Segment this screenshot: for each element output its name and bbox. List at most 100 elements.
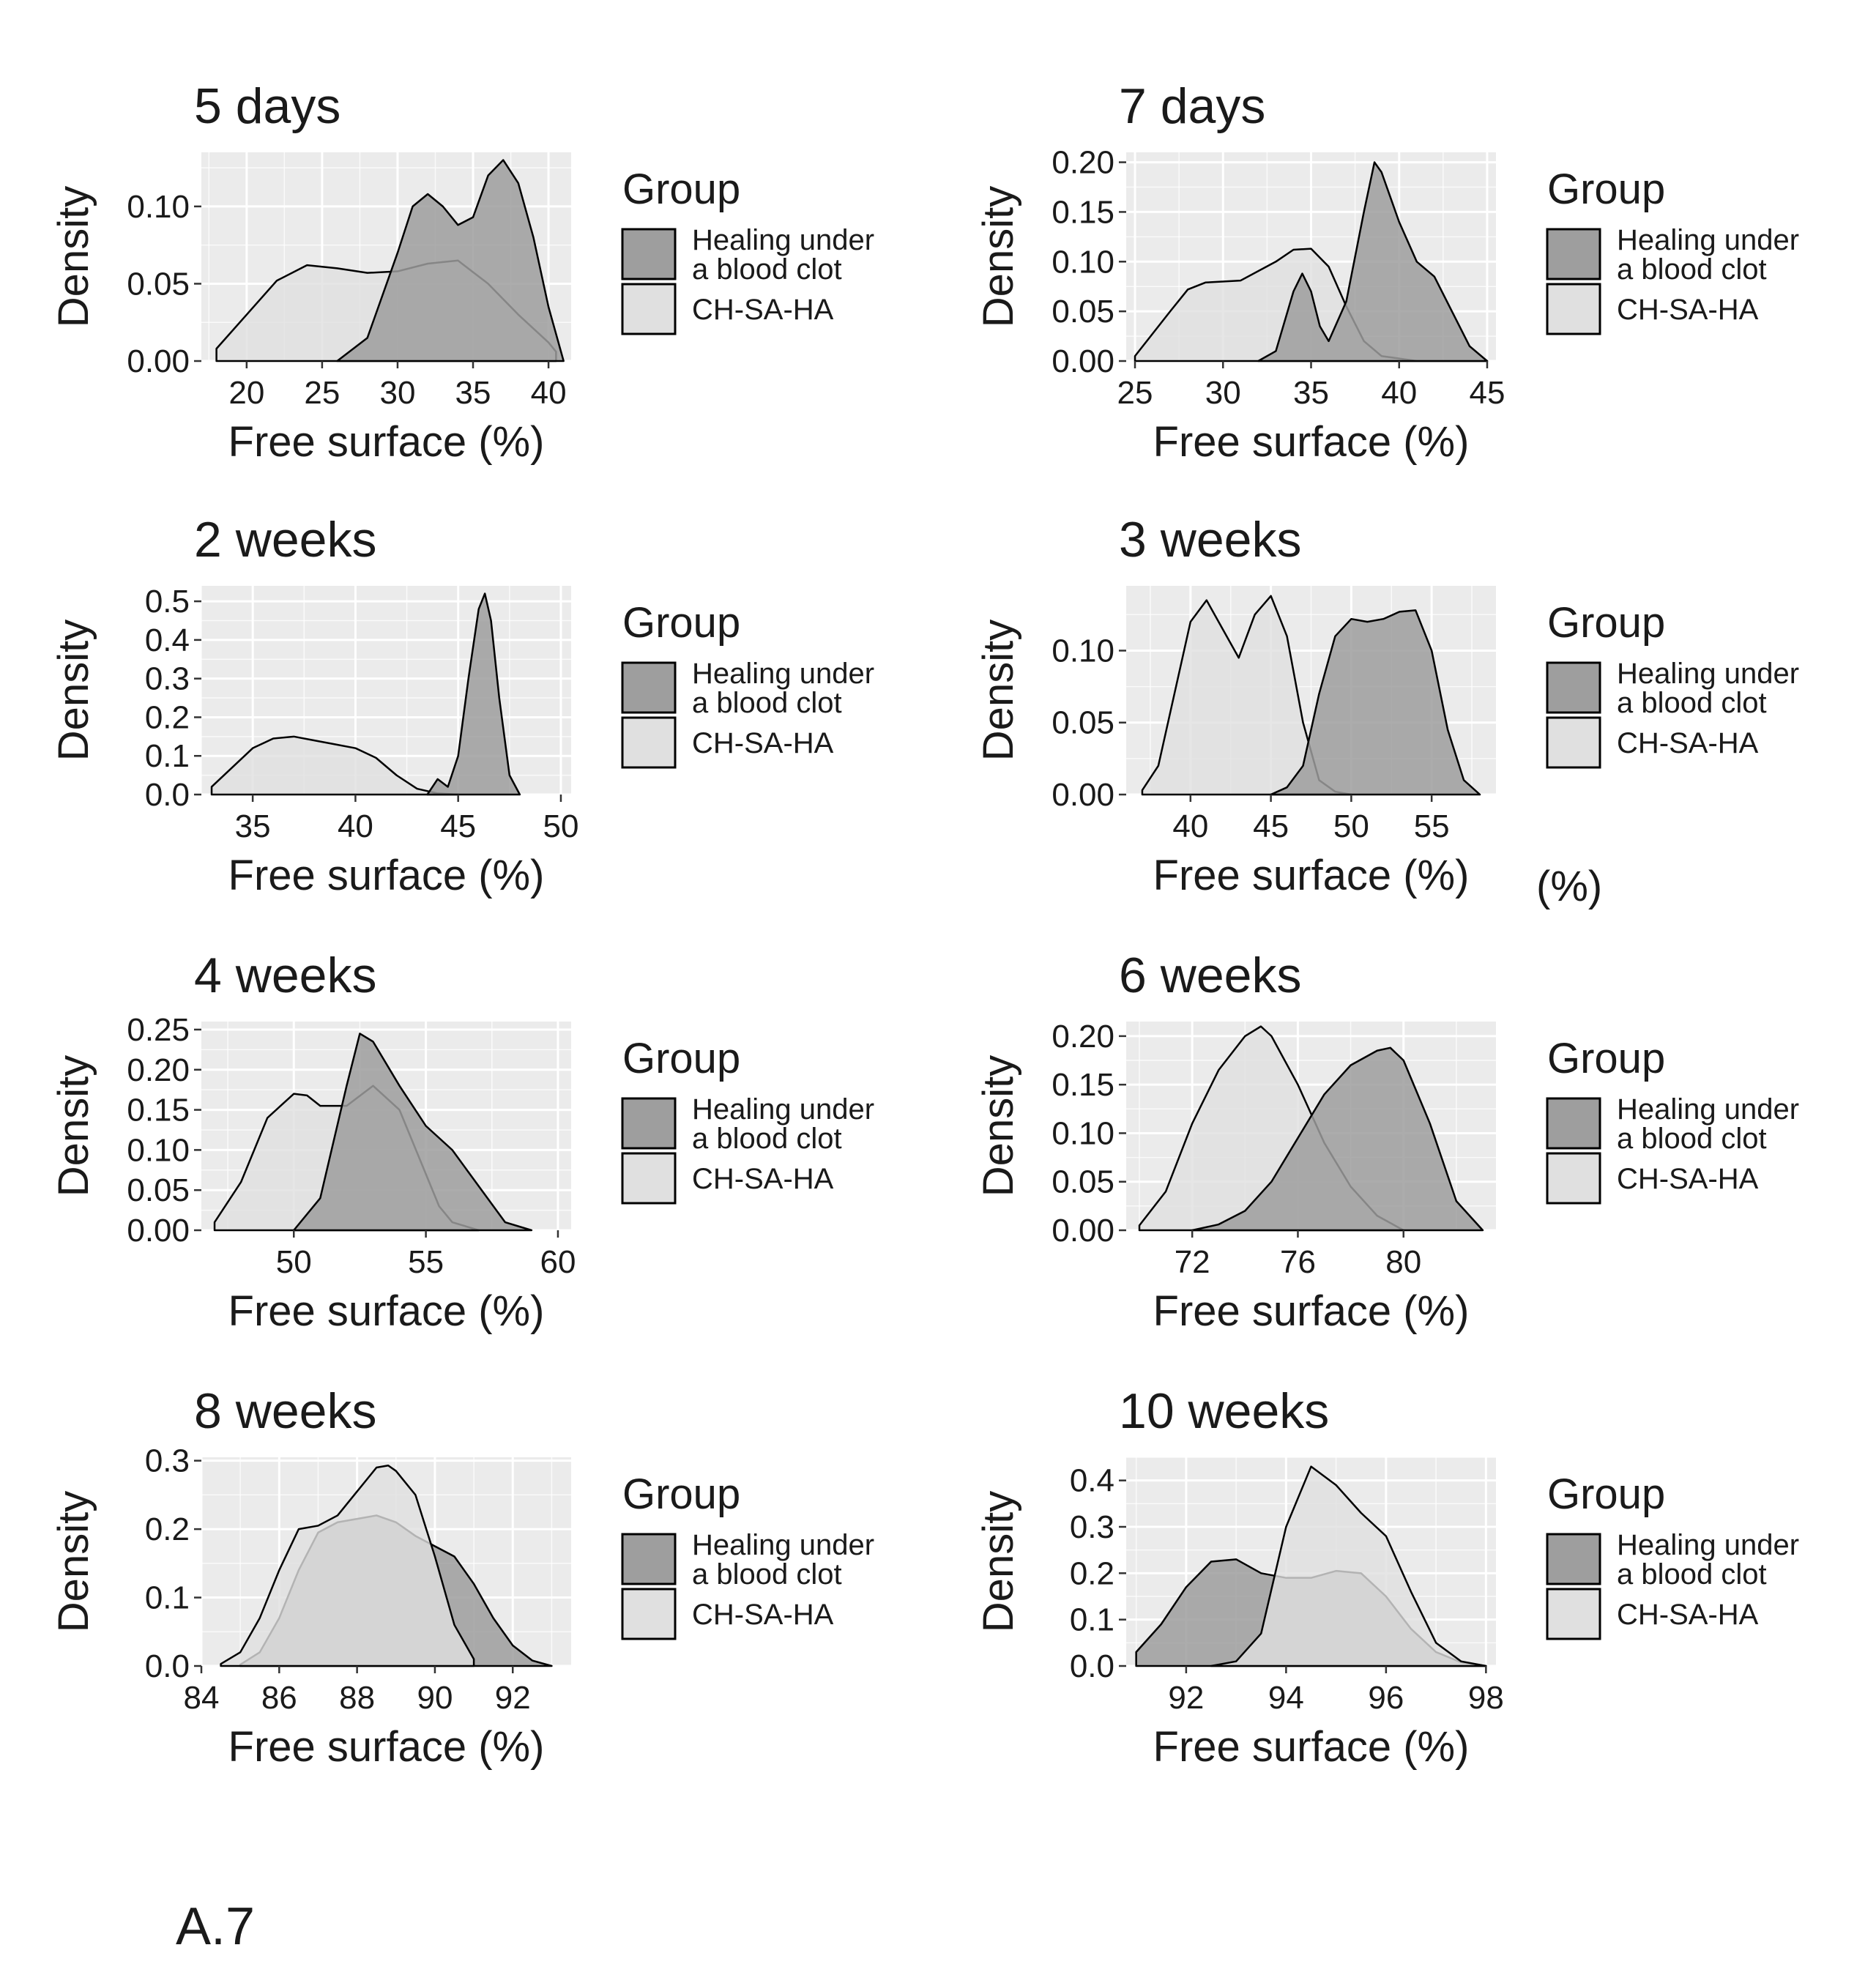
y-tick-label: 0.4	[1070, 1463, 1114, 1499]
legend-label-line: a blood clot	[692, 1123, 842, 1155]
legend-label: Healing under a blood clot	[1617, 658, 1799, 719]
density-panel-6: 72 76 80 0.00 0.05 0.10 0.15 0.206 weeks Free su…	[975, 948, 1799, 1335]
legend-label-line: a blood clot	[692, 253, 842, 286]
y-axis-title: Density	[50, 186, 97, 327]
figure-caption: A.7	[176, 1897, 255, 1956]
x-tick-label: 25	[304, 375, 340, 411]
legend: Group Healing under a blood clot CH-SA-HA	[1546, 1470, 1799, 1640]
y-tick-label: 0.1	[1070, 1602, 1114, 1638]
x-tick-label: 88	[339, 1680, 375, 1716]
x-tick-label: 25	[1117, 375, 1153, 411]
y-tick-label: 0.05	[1051, 705, 1114, 741]
legend: Group Healing under a blood clot CH-SA-HA	[1546, 1035, 1799, 1205]
x-axis-title: Free surface (%)	[228, 1723, 545, 1771]
panel-title: 6 weeks	[1119, 948, 1301, 1003]
y-axis-title: Density	[50, 1491, 97, 1632]
x-tick-label: 45	[1469, 375, 1505, 411]
x-tick-label: 92	[495, 1680, 531, 1716]
density-area-healing-under-a-blood-clot	[1270, 609, 1481, 796]
x-tick-label: 50	[1333, 808, 1369, 844]
density-area-healing-under-a-blood-clot	[293, 1033, 533, 1232]
x-tick-label: 92	[1168, 1680, 1204, 1716]
legend-label-line: Healing under	[1617, 1529, 1799, 1561]
x-tick-label: 55	[1414, 808, 1450, 844]
legend-key	[1546, 1533, 1601, 1585]
legend-title: Group	[1547, 599, 1665, 647]
x-tick-label: 86	[261, 1680, 297, 1716]
legend: Group Healing under a blood clot CH-SA-HA	[621, 599, 874, 769]
legend-label-line: CH-SA-HA	[692, 1163, 834, 1195]
legend-label: CH-SA-HA	[1617, 1163, 1759, 1195]
legend: Group Healing under a blood clot CH-SA-HA	[621, 1035, 874, 1205]
legend-label-line: a blood clot	[1617, 253, 1767, 286]
legend-label: CH-SA-HA	[692, 1599, 834, 1631]
x-tick-label: 72	[1175, 1244, 1210, 1280]
x-tick-label: 30	[1205, 375, 1241, 411]
x-tick-label: 45	[440, 808, 476, 844]
legend-label-line: CH-SA-HA	[1617, 1599, 1759, 1631]
legend-key	[1546, 661, 1601, 714]
y-tick-label: 0.25	[127, 1012, 190, 1048]
y-tick-label: 0.0	[1070, 1648, 1114, 1684]
x-tick-label: 20	[228, 375, 264, 411]
legend-label-line: Healing under	[1617, 224, 1799, 256]
y-tick-label: 0.00	[127, 1213, 190, 1249]
legend-label-line: Healing under	[692, 1529, 874, 1561]
legend: Group Healing under a blood clot CH-SA-HA	[1546, 165, 1799, 335]
y-tick-label: 0.10	[127, 1132, 190, 1168]
x-axis-title: Free surface (%)	[228, 1287, 545, 1335]
legend-label: CH-SA-HA	[692, 1163, 834, 1195]
density-panel-4: 40 45 50 55 0.00 0.05 0.10 3 weeks Free surface …	[975, 512, 1799, 899]
x-axis-title: Free surface (%)	[1153, 1287, 1470, 1335]
y-tick-label: 0.05	[127, 1172, 190, 1208]
density-area-healing-under-a-blood-clot	[336, 159, 565, 362]
density-panel-2: 25 30 35 40 45 0.00 0.05 0.10 0.15 0.207 days Free…	[975, 78, 1799, 466]
x-tick-label: 84	[184, 1680, 220, 1716]
y-tick-label: 0.20	[1051, 145, 1114, 181]
y-axis-title: Density	[50, 620, 97, 761]
panel-title: 3 weeks	[1119, 512, 1301, 568]
x-tick-label: 40	[1172, 808, 1208, 844]
legend-label-line: Healing under	[692, 224, 874, 256]
legend-key	[621, 1533, 677, 1585]
x-tick-label: 40	[531, 375, 567, 411]
legend-label: Healing under a blood clot	[692, 658, 874, 719]
x-tick-label: 76	[1280, 1244, 1316, 1280]
legend-label-line: CH-SA-HA	[692, 727, 834, 759]
y-tick-label: 0.10	[1051, 1115, 1114, 1151]
y-tick-label: 0.00	[1051, 777, 1114, 813]
legend-label-line: Healing under	[1617, 658, 1799, 690]
density-area-healing-under-a-blood-clot	[1257, 161, 1489, 362]
x-tick-label: 40	[1381, 375, 1417, 411]
legend-label: Healing under a blood clot	[1617, 1093, 1799, 1155]
y-axis-title: Density	[975, 1491, 1022, 1632]
stray-percent-label: (%)	[1536, 863, 1602, 910]
legend-label-line: CH-SA-HA	[1617, 294, 1759, 326]
legend-label: Healing under a blood clot	[692, 1529, 874, 1591]
y-tick-label: 0.0	[145, 777, 190, 813]
legend-key	[621, 283, 677, 335]
y-tick-label: 0.15	[1051, 194, 1114, 230]
y-tick-label: 0.10	[1051, 633, 1114, 669]
legend-key	[1546, 716, 1601, 769]
y-tick-label: 0.2	[145, 1511, 190, 1547]
legend: Group Healing under a blood clot CH-SA-HA	[621, 165, 874, 335]
legend-key	[1546, 1588, 1601, 1640]
y-tick-label: 0.1	[145, 1580, 190, 1616]
y-tick-label: 0.15	[1051, 1067, 1114, 1103]
x-tick-label: 35	[1293, 375, 1329, 411]
legend-label: Healing under a blood clot	[1617, 1529, 1799, 1591]
y-tick-label: 0.2	[1070, 1555, 1114, 1591]
legend-label: CH-SA-HA	[1617, 727, 1759, 759]
panel-title: 7 days	[1119, 78, 1265, 134]
legend-title: Group	[622, 599, 740, 647]
legend-label: Healing under a blood clot	[1617, 224, 1799, 286]
y-axis-title: Density	[50, 1055, 97, 1197]
density-area-ch-sa-ha	[1210, 1465, 1487, 1667]
x-axis-title: Free surface (%)	[1153, 418, 1470, 466]
legend-label-line: Healing under	[692, 1093, 874, 1126]
y-tick-label: 0.00	[1051, 343, 1114, 379]
density-area-ch-sa-ha	[220, 1464, 475, 1667]
legend: Group Healing under a blood clot CH-SA-HA	[1546, 599, 1799, 769]
